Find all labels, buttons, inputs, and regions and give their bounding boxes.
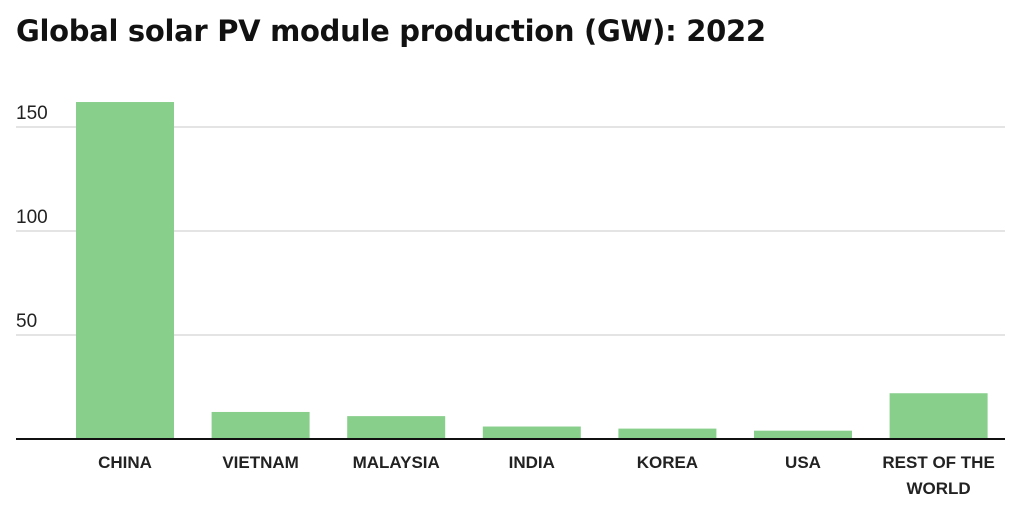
- x-tick-label-malaysia: MALAYSIA: [353, 453, 440, 472]
- y-tick-label-50: 50: [16, 311, 37, 332]
- x-tick-label-china: CHINA: [98, 453, 152, 472]
- x-tick-label-rest-of-the-world: REST OF THE WORLD: [882, 453, 994, 498]
- chart-title: Global solar PV module production (GW): …: [16, 14, 766, 48]
- bar-korea: [618, 428, 717, 439]
- bar-usa: [754, 430, 852, 439]
- bar-china: [76, 102, 174, 439]
- category-labels: CHINA VIETNAM MALAYSIA INDIA KOREA USA REST OF…: [98, 453, 995, 498]
- x-tick-label-korea: KOREA: [637, 453, 698, 472]
- bar-malaysia: [347, 416, 446, 439]
- x-tick-label-vietnam: VIETNAM: [222, 453, 299, 472]
- bars: [76, 102, 988, 439]
- x-tick-label-usa: USA: [785, 453, 821, 472]
- bar-rest-of-the-world: [889, 393, 988, 439]
- gridlines: 50 100 150: [16, 103, 1005, 336]
- y-tick-label-150: 150: [16, 103, 48, 124]
- bar-india: [482, 426, 581, 439]
- y-tick-label-100: 100: [16, 207, 48, 228]
- bar-vietnam: [211, 411, 310, 439]
- x-tick-label-india: INDIA: [509, 453, 555, 472]
